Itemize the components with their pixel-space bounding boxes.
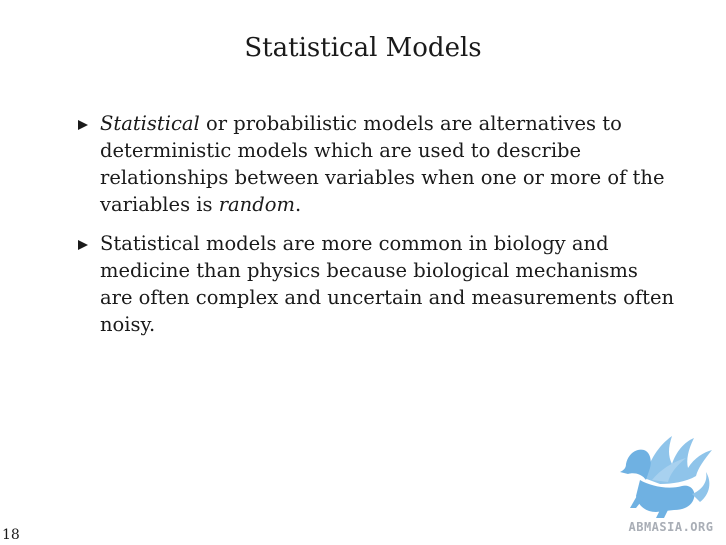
bullet-item-biology-medicine: Statistical models are more common in bi… [76,230,676,338]
bullet-text-segment: random [218,193,295,216]
logo-wing [644,436,712,484]
triangle-bullet-icon [78,120,88,130]
abmasia-logo: ABMASIA.ORG [616,434,726,538]
bullet-text-segment: Statistical [100,112,200,135]
bullet-text-segment: . [294,193,302,216]
logo-wing-feather [652,458,686,482]
triangle-bullet-icon [78,240,88,250]
logo-leg [656,510,668,518]
bullet-text-segment: Statistical models are more common in bi… [100,232,675,336]
slide-title: Statistical Models [244,33,482,63]
bullet-text-segment: or probabilistic models are alternatives… [100,112,665,216]
bullet-list: Statistical or probabilistic models are … [76,110,676,350]
bullet-item-statistical-definition: Statistical or probabilistic models are … [76,110,676,218]
page-number: 18 [2,527,20,543]
logo-tail [692,472,710,502]
logo-head [620,449,651,480]
griffin-logo-icon [620,436,712,518]
logo-leg [630,494,644,508]
logo-text: ABMASIA.ORG [628,520,714,534]
logo-body [636,480,695,512]
